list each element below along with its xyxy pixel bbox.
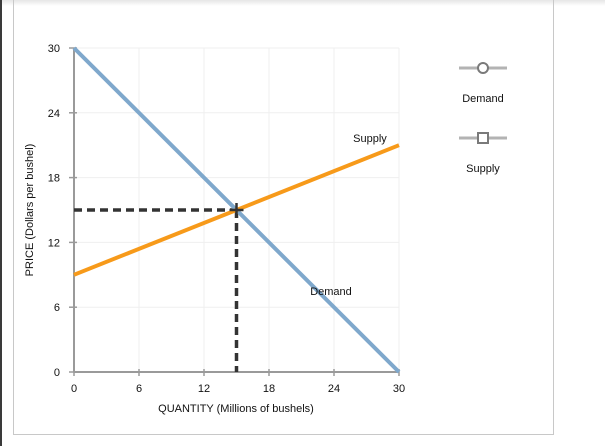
y-tick-label: 0	[54, 367, 60, 379]
x-tick-labels: 0 6 12 18 24 30	[71, 383, 405, 395]
x-tick-label: 24	[328, 383, 340, 395]
graph-panel	[13, 0, 554, 435]
x-tick-label: 6	[136, 383, 142, 395]
supply-curve-label: Supply	[353, 133, 387, 145]
legend-item-supply[interactable]: Supply	[459, 132, 507, 175]
equilibrium-point[interactable]	[229, 203, 244, 217]
left-edge-bar	[0, 0, 2, 446]
square-marker-line-icon	[477, 132, 489, 144]
y-tick-label: 6	[54, 302, 60, 314]
x-tick-label: 0	[71, 383, 77, 395]
legend-label: Supply	[466, 163, 500, 175]
legend: Demand Supply	[459, 62, 507, 175]
equilibrium-guides	[74, 208, 239, 372]
curve-labels: Supply Demand	[310, 133, 387, 298]
x-tick-label: 18	[263, 383, 275, 395]
circle-marker-line-icon	[477, 62, 489, 74]
y-tick-label: 12	[48, 237, 60, 249]
y-tick-label: 18	[48, 173, 60, 185]
x-axis-label: QUANTITY (Millions of bushels)	[158, 403, 314, 415]
y-tick-labels: 0 6 12 18 24 30	[48, 43, 60, 379]
legend-item-demand[interactable]: Demand	[459, 62, 507, 105]
y-axis-label: PRICE (Dollars per bushel)	[24, 144, 36, 277]
y-tick-label: 30	[48, 43, 60, 55]
demand-curve-label: Demand	[310, 286, 352, 298]
x-tick-label: 30	[393, 383, 405, 395]
y-tick-label: 24	[48, 108, 60, 120]
legend-label: Demand	[462, 93, 504, 105]
x-tick-label: 12	[198, 383, 210, 395]
top-shadow	[0, 0, 605, 6]
